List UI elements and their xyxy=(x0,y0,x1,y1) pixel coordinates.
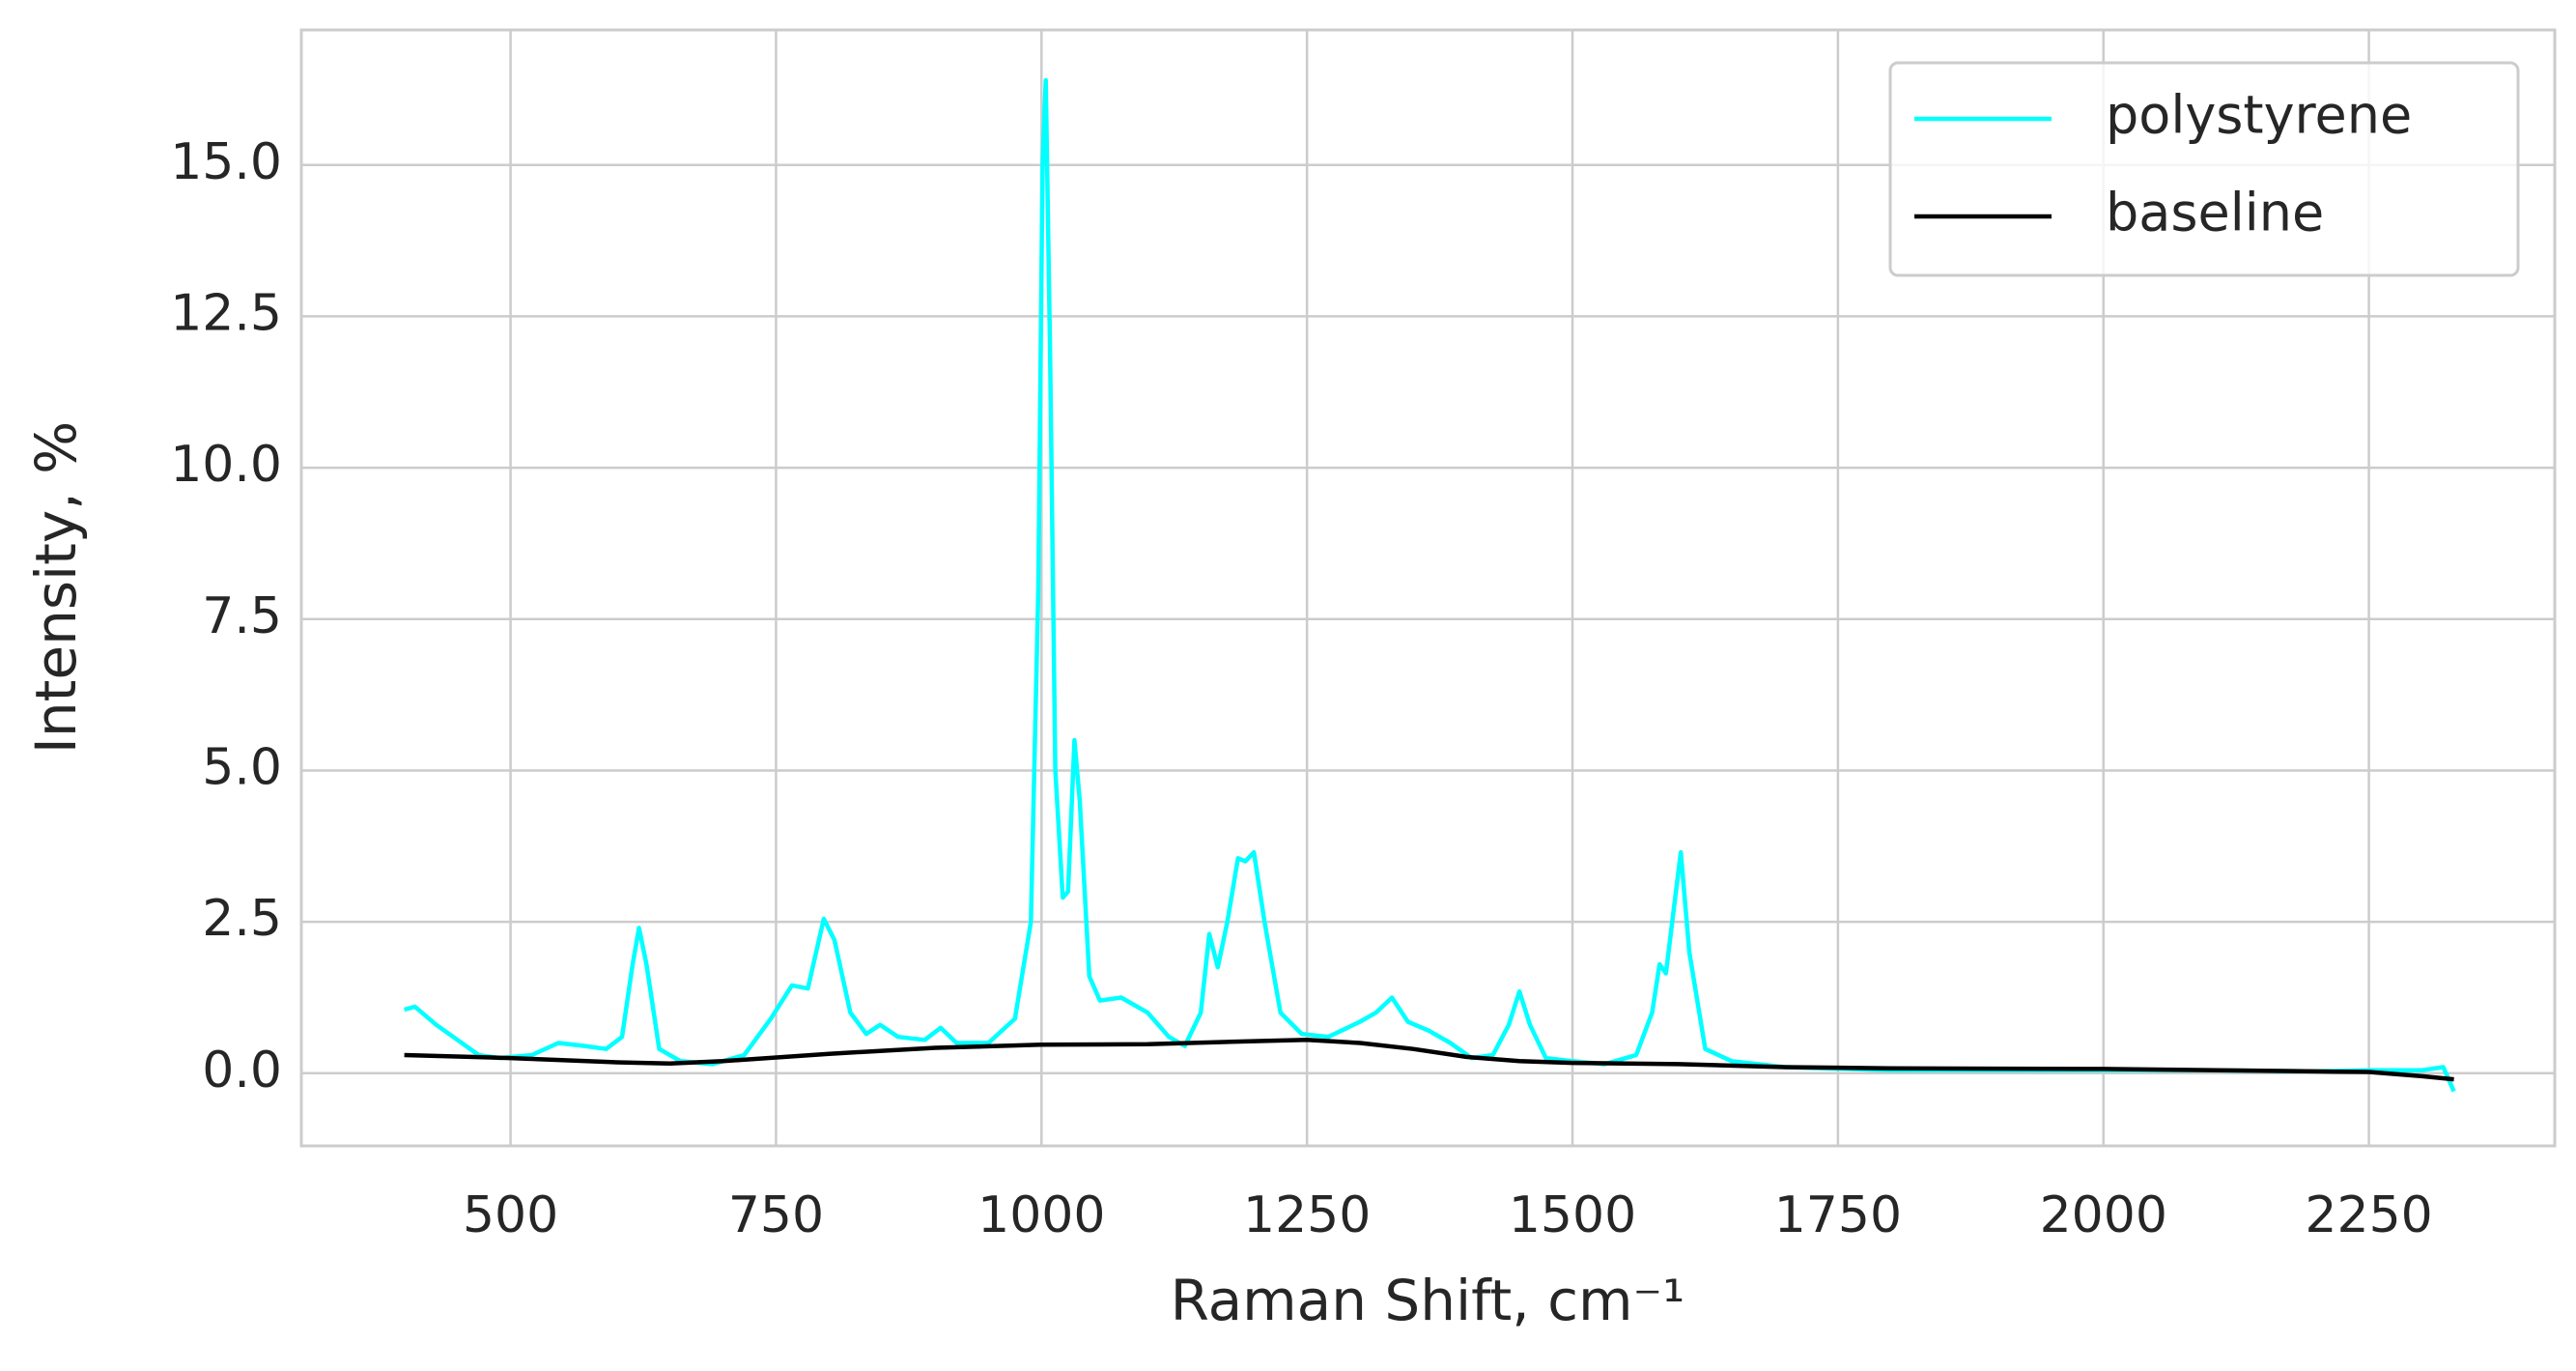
legend-label: baseline xyxy=(2106,183,2324,243)
y-tick-label: 5.0 xyxy=(202,738,282,796)
y-tick-label: 7.5 xyxy=(202,587,282,645)
x-tick-label: 500 xyxy=(463,1186,558,1244)
series-line xyxy=(404,1038,2454,1082)
plot-frame xyxy=(299,28,2557,1148)
y-tick-label: 10.0 xyxy=(170,436,282,494)
legend-box xyxy=(1888,61,2520,277)
y-tick-label: 15.0 xyxy=(170,133,282,191)
x-axis-label: Raman Shift, cm⁻¹ xyxy=(1171,1268,1685,1333)
y-tick-label: 2.5 xyxy=(202,890,282,948)
x-tick-label: 2000 xyxy=(2040,1186,2167,1244)
legend-label: polystyrene xyxy=(2106,85,2412,146)
x-tick-label: 1250 xyxy=(1243,1186,1371,1244)
y-tick-label: 12.5 xyxy=(170,284,282,342)
y-axis-label: Intensity, % xyxy=(23,421,89,754)
x-tick-label: 1500 xyxy=(1509,1186,1636,1244)
y-tick-label: 0.0 xyxy=(202,1042,282,1100)
x-tick-label: 2250 xyxy=(2305,1186,2432,1244)
x-tick-label: 750 xyxy=(728,1186,824,1244)
x-tick-label: 1750 xyxy=(1774,1186,1902,1244)
x-tick-label: 1000 xyxy=(977,1186,1105,1244)
